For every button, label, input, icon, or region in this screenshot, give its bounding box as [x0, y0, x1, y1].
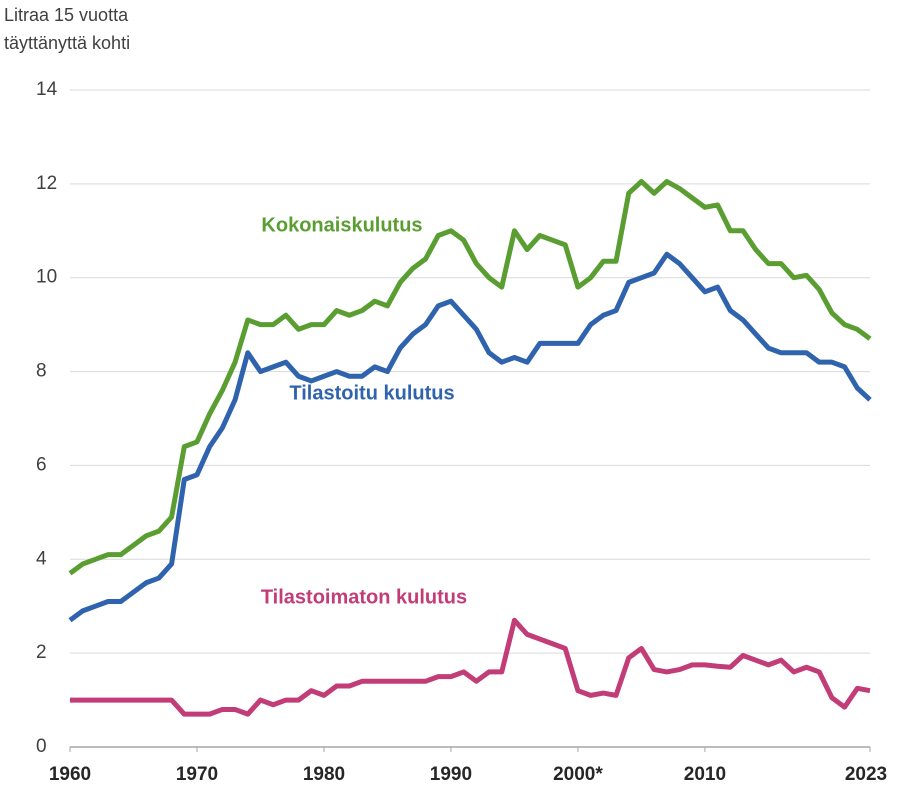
x-tick-label: 1990 [430, 764, 472, 785]
series-line [68, 251, 872, 623]
y-tick-label: 12 [36, 173, 57, 194]
y-tick-label: 8 [36, 361, 47, 382]
x-tick-label: 2010 [684, 764, 726, 785]
series-line [68, 179, 872, 576]
y-tick-label: 4 [36, 548, 47, 569]
x-tick-label: 1970 [176, 764, 218, 785]
y-tick-label: 14 [36, 79, 58, 100]
x-tick-label: 1960 [49, 764, 91, 785]
x-tick-label: 2000* [553, 764, 603, 785]
series-label: Kokonaiskulutus [261, 214, 422, 236]
series-label: Tilastoimaton kulutus [261, 586, 467, 608]
y-tick-label: 10 [36, 267, 57, 288]
y-axis-label: täyttänyttä kohti [4, 33, 130, 53]
y-tick-label: 2 [36, 642, 47, 663]
series-label: Tilastoitu kulutus [289, 382, 454, 404]
y-axis-label: Litraa 15 vuotta [4, 5, 129, 25]
series-line [70, 617, 871, 717]
x-tick-label: 1980 [303, 764, 345, 785]
x-tick-label: 2023 [845, 764, 887, 785]
y-tick-label: 0 [36, 736, 47, 757]
y-tick-label: 6 [36, 454, 47, 475]
